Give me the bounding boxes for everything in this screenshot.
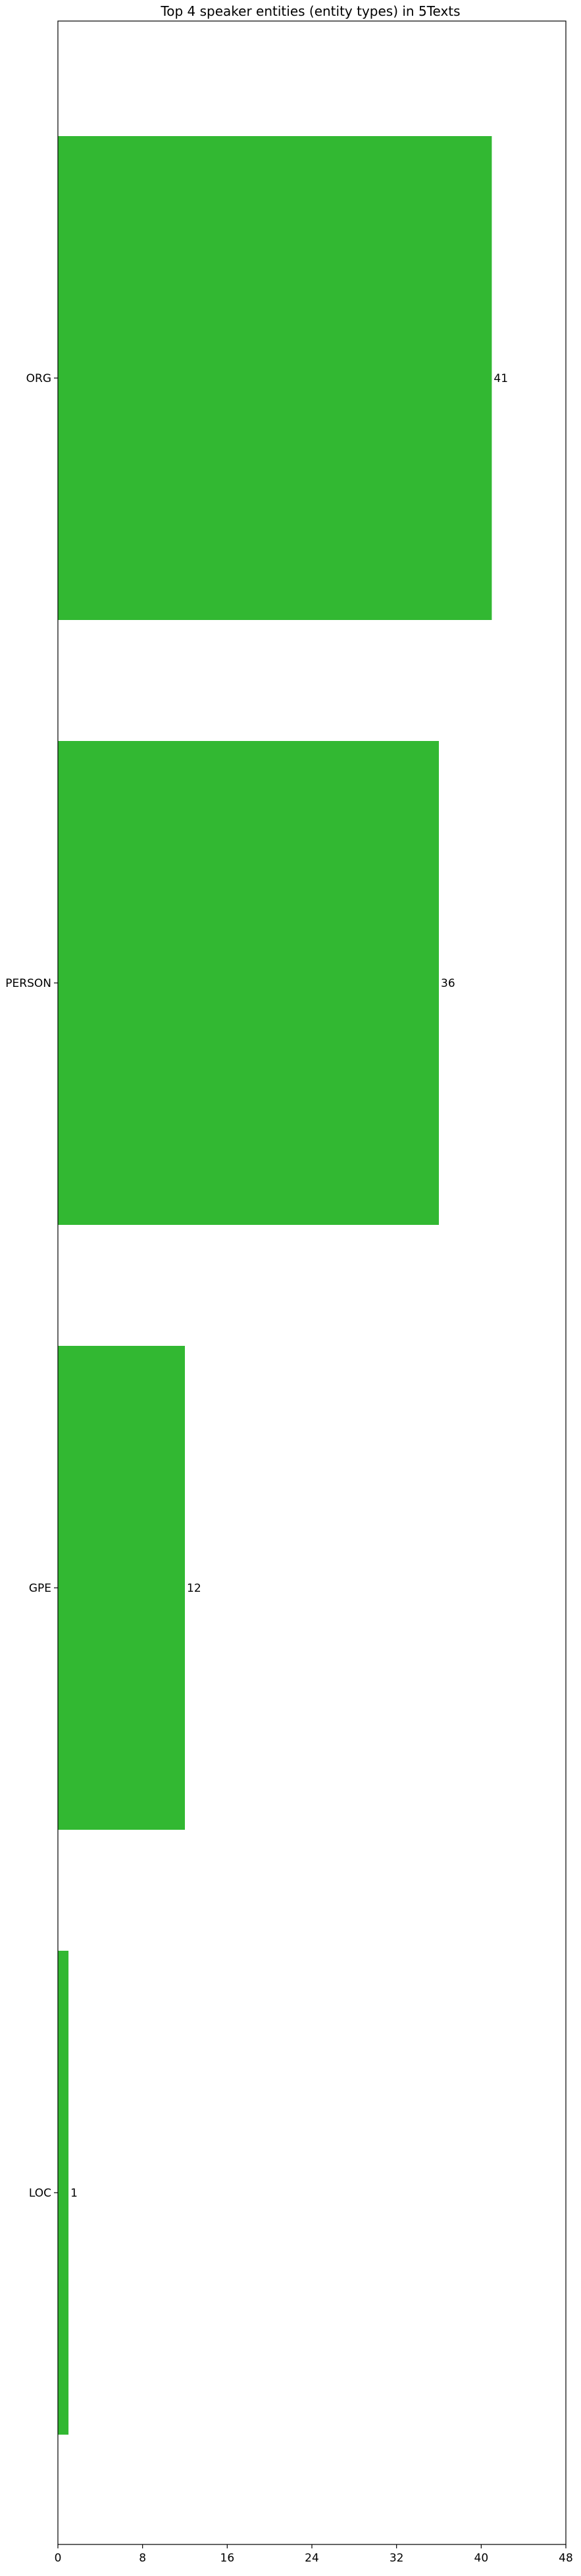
bar-org: [58, 136, 492, 620]
x-tick-label-32: 32: [390, 2552, 404, 2565]
bar-gpe: [58, 1346, 185, 1830]
data-label-org: 41: [493, 372, 508, 385]
data-label-person: 36: [441, 977, 455, 990]
chart-title: Top 4 speaker entities (entity types) in…: [160, 3, 460, 19]
y-tick-label-gpe: GPE: [29, 1582, 51, 1595]
bar-person: [58, 741, 439, 1225]
y-axis: ORG PERSON GPE LOC: [5, 372, 58, 2200]
x-tick-label-40: 40: [474, 2552, 489, 2565]
y-tick-label-person: PERSON: [5, 977, 51, 990]
x-tick-label-24: 24: [305, 2552, 319, 2565]
y-tick-label-org: ORG: [26, 372, 51, 385]
bar-loc: [58, 1951, 69, 2435]
x-axis: 0 8 16 24 32 40 48: [55, 2544, 573, 2565]
x-tick-label-8: 8: [139, 2552, 146, 2565]
y-tick-label-loc: LOC: [29, 2187, 51, 2200]
data-label-loc: 1: [70, 2187, 78, 2200]
bars-layer: 41 36 12 1: [58, 136, 508, 2435]
x-tick-label-16: 16: [220, 2552, 235, 2565]
x-tick-label-0: 0: [55, 2552, 62, 2565]
data-label-gpe: 12: [187, 1582, 201, 1595]
x-tick-label-48: 48: [559, 2552, 573, 2565]
